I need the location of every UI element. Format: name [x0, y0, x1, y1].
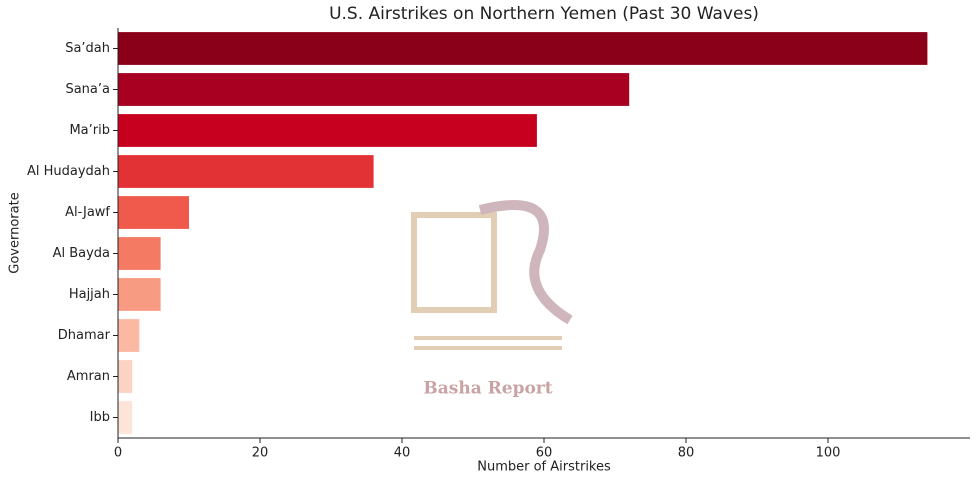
x-tick-label: 60	[536, 446, 553, 461]
bar	[118, 196, 189, 229]
bar	[118, 32, 928, 65]
logo-shape	[478, 200, 573, 325]
y-axis-label: Governorate	[8, 192, 23, 273]
y-tick-label: Sana’a	[65, 82, 110, 97]
x-tick-label: 0	[114, 446, 122, 461]
bar	[118, 319, 140, 352]
bar	[118, 237, 161, 270]
bar	[118, 155, 374, 188]
x-tick-label: 20	[252, 446, 269, 461]
y-tick-label: Ma’rib	[69, 123, 110, 138]
logo-shape	[414, 336, 562, 340]
y-tick-label: Al Bayda	[53, 246, 110, 261]
y-tick-label: Dhamar	[58, 328, 111, 343]
y-tick-label: Al-Jawf	[65, 205, 110, 220]
x-tick-label: 40	[394, 446, 411, 461]
y-tick-label: Amran	[67, 369, 110, 384]
logo-shape	[411, 212, 497, 313]
bar	[118, 73, 630, 106]
chart-title: U.S. Airstrikes on Northern Yemen (Past …	[329, 4, 759, 24]
y-tick-label: Al Hudaydah	[27, 164, 110, 179]
bar	[118, 401, 133, 434]
logo-shape	[414, 346, 562, 350]
watermark-text: Basha Report	[423, 379, 552, 399]
x-axis-label: Number of Airstrikes	[477, 460, 611, 475]
y-tick-label: Sa’dah	[65, 41, 110, 56]
watermark-logo	[411, 200, 573, 350]
x-tick-label: 80	[678, 446, 695, 461]
x-tick-label: 100	[816, 446, 841, 461]
y-tick-label: Ibb	[90, 410, 110, 425]
bar	[118, 360, 133, 393]
y-tick-label: Hajjah	[69, 287, 110, 302]
bar	[118, 114, 537, 147]
bar	[118, 278, 161, 311]
